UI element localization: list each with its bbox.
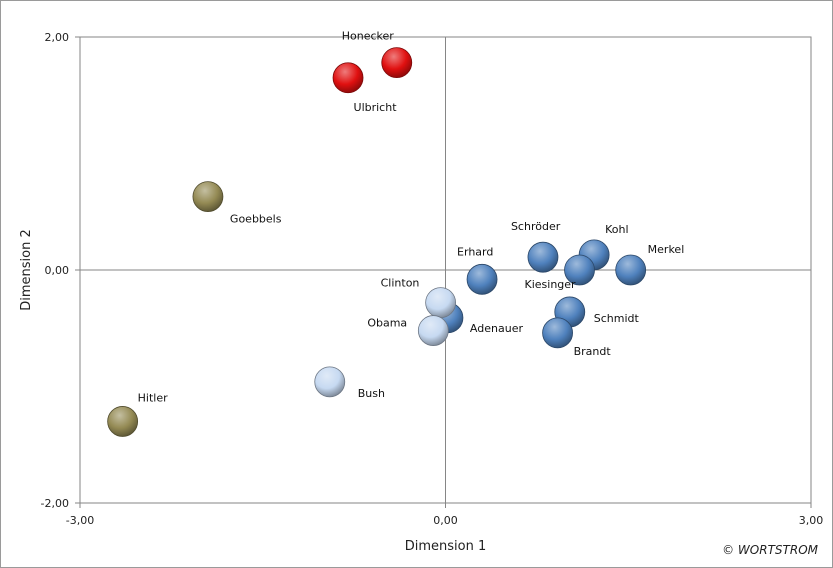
point-brandt [542,317,573,349]
point-label-merkel: Merkel [648,243,685,256]
point-label-adenauer: Adenauer [470,322,524,335]
point-label-clinton: Clinton [381,277,420,290]
point-label-obama: Obama [367,317,407,330]
point-erhard [466,263,498,295]
point-merkel [615,254,647,286]
point-obama [417,315,449,346]
point-bush [314,366,346,398]
y-axis-title: Dimension 2 [19,229,34,311]
x-tick-label: 3,00 [799,514,824,527]
point-label-hitler: Hitler [138,391,168,404]
point-label-kiesinger: Kiesinger [525,278,577,291]
x-axis-title: Dimension 1 [405,539,487,554]
x-tick-label: -3,00 [66,514,94,527]
point-kiesinger [564,254,595,286]
point-goebbels [192,181,224,213]
point-label-ulbricht: Ulbricht [354,101,398,114]
copyright-notice: © WORTSTROM [722,543,818,557]
point-label-schmidt: Schmidt [594,312,640,325]
point-label-kohl: Kohl [605,223,628,236]
point-ulbricht [332,62,364,94]
point-label-schro-der: Schröder [511,220,561,233]
y-tick-label: -2,00 [41,497,69,510]
point-clinton [425,287,457,319]
y-tick-label: 2,00 [45,31,70,44]
x-tick-label: 0,00 [433,514,458,527]
point-label-goebbels: Goebbels [230,213,282,226]
point-honecker [381,47,413,79]
point-schro-der [527,241,559,273]
point-label-bush: Bush [358,387,385,400]
point-label-honecker: Honecker [342,30,395,43]
point-label-brandt: Brandt [574,345,612,358]
point-label-erhard: Erhard [457,245,493,258]
point-hitler [107,406,139,437]
y-tick-label: 0,00 [45,264,70,277]
